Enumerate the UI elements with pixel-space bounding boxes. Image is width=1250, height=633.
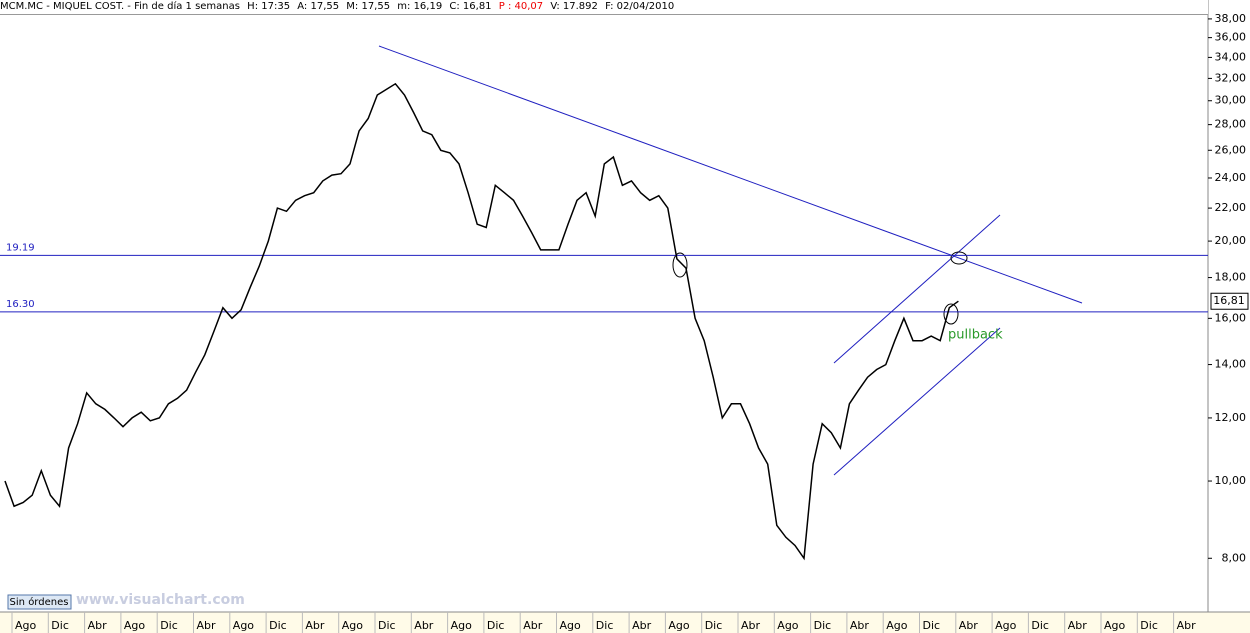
- x-tick-label: Dic: [160, 619, 178, 632]
- last-price: 16,81: [1213, 294, 1245, 307]
- x-tick-label: Dic: [269, 619, 287, 632]
- x-tick-label: Abr: [523, 619, 543, 632]
- x-tick-label: Abr: [197, 619, 217, 632]
- field: M: 17,55: [346, 1, 391, 12]
- x-tick-label: Dic: [51, 619, 69, 632]
- field: H: 17:35: [247, 1, 291, 12]
- trendline: [833, 327, 1001, 476]
- x-axis-bg: [0, 612, 1250, 633]
- watermark: www.visualchart.com: [76, 592, 245, 608]
- field: A: 17,55: [297, 1, 340, 12]
- y-tick-label: 24,00: [1215, 171, 1247, 184]
- marker: [943, 303, 959, 325]
- x-tick-label: Dic: [705, 619, 723, 632]
- y-tick-label: 8,00: [1222, 551, 1247, 564]
- x-tick-label: Dic: [1140, 619, 1158, 632]
- x-tick-label: Dic: [378, 619, 396, 632]
- y-tick-label: 18,00: [1215, 271, 1247, 284]
- x-tick-label: Ago: [15, 619, 37, 632]
- y-tick-label: 30,00: [1215, 94, 1247, 107]
- x-tick-label: Ago: [124, 619, 146, 632]
- x-tick-label: Ago: [560, 619, 582, 632]
- y-tick-label: 26,00: [1215, 143, 1247, 156]
- x-tick-label: Ago: [886, 619, 908, 632]
- level-label: 16.30: [6, 299, 35, 310]
- symbol: MCM.MC - MIQUEL COST. - Fin de día 1 sem…: [0, 1, 240, 12]
- change: P : 40,07: [498, 1, 544, 12]
- level-label: 19.19: [6, 242, 35, 253]
- button[interactable]: [7, 594, 72, 610]
- x-tick-label: Dic: [487, 619, 505, 632]
- x-tick-label: Dic: [923, 619, 941, 632]
- x-tick-label: Ago: [233, 619, 255, 632]
- marker: [672, 252, 688, 278]
- x-tick-label: Abr: [850, 619, 870, 632]
- x-tick-label: Dic: [814, 619, 832, 632]
- volume: V: 17.892: [550, 1, 598, 12]
- x-tick-label: Ago: [451, 619, 473, 632]
- y-tick-label: 10,00: [1215, 474, 1247, 487]
- y-tick-label: 38,00: [1215, 12, 1247, 25]
- x-tick-label: Ago: [995, 619, 1017, 632]
- trendline: [833, 214, 1001, 364]
- x-tick-label: Abr: [1177, 619, 1197, 632]
- x-tick-label: Dic: [1031, 619, 1049, 632]
- x-tick-label: Abr: [88, 619, 108, 632]
- x-tick-label: Dic: [596, 619, 614, 632]
- y-tick-label: 32,00: [1215, 71, 1247, 84]
- y-tick-label: 28,00: [1215, 118, 1247, 131]
- x-tick-label: Abr: [741, 619, 761, 632]
- x-tick-label: Abr: [305, 619, 325, 632]
- field: m: 16,19: [397, 1, 443, 12]
- y-tick-label: 36,00: [1215, 31, 1247, 44]
- header: MCM.MC - MIQUEL COST. - Fin de día 1 sem…: [0, 0, 1208, 15]
- x-tick-label: Ago: [668, 619, 690, 632]
- trendlines: [378, 45, 1083, 476]
- x-tick-label: Ago: [342, 619, 364, 632]
- y-tick-label: 34,00: [1215, 50, 1247, 63]
- trendline: [378, 45, 1083, 304]
- field: C: 16,81: [449, 1, 492, 12]
- x-tick-label: Abr: [414, 619, 434, 632]
- last-price-box: [1210, 292, 1249, 310]
- x-tick-label: Ago: [777, 619, 799, 632]
- x-tick-label: Ago: [1104, 619, 1126, 632]
- y-tick-label: 16,00: [1215, 311, 1247, 324]
- y-tick-label: 20,00: [1215, 234, 1247, 247]
- x-tick-label: Abr: [959, 619, 979, 632]
- button-label[interactable]: Sin órdenes: [10, 596, 69, 608]
- y-tick-label: 12,00: [1215, 411, 1247, 424]
- date: F: 02/04/2010: [605, 1, 675, 12]
- x-tick-label: Abr: [1068, 619, 1088, 632]
- y-tick-label: 14,00: [1215, 358, 1247, 371]
- y-tick-label: 22,00: [1215, 201, 1247, 214]
- annotation: pullback: [948, 328, 1003, 343]
- marker: [950, 251, 968, 265]
- y-axis-bg: [1208, 0, 1250, 633]
- price-line: [4, 82, 959, 561]
- x-tick-label: Abr: [632, 619, 652, 632]
